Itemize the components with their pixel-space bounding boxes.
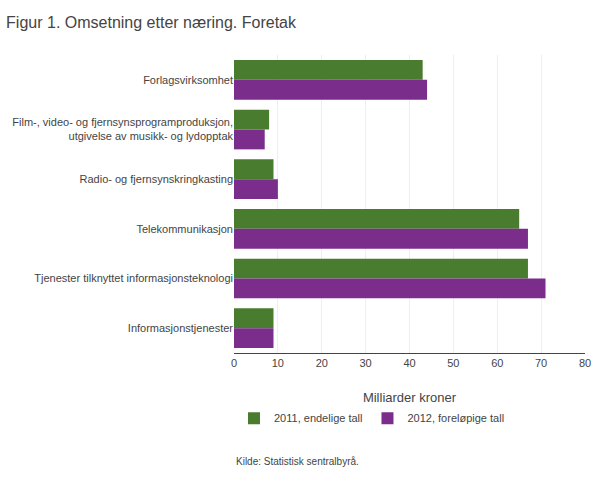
svg-text:Figur 1. Omsetning etter nærin: Figur 1. Omsetning etter næring. Foretak <box>6 14 297 31</box>
svg-text:40: 40 <box>403 357 415 369</box>
svg-text:50: 50 <box>447 357 459 369</box>
svg-text:0: 0 <box>231 357 237 369</box>
svg-text:Milliarder kroner: Milliarder kroner <box>363 390 457 405</box>
svg-text:80: 80 <box>579 357 591 369</box>
svg-text:70: 70 <box>535 357 547 369</box>
svg-text:Informasjonstjenester: Informasjonstjenester <box>128 322 233 334</box>
svg-text:10: 10 <box>272 357 284 369</box>
svg-text:Tjenester tilknyttet informasj: Tjenester tilknyttet informasjonsteknolo… <box>34 272 233 284</box>
svg-text:Forlagsvirksomhet: Forlagsvirksomhet <box>143 74 233 86</box>
svg-text:Telekommunikasjon: Telekommunikasjon <box>136 223 233 235</box>
svg-text:Kilde: Statistisk sentralbyrå.: Kilde: Statistisk sentralbyrå. <box>236 456 359 467</box>
svg-text:60: 60 <box>491 357 503 369</box>
svg-text:30: 30 <box>360 357 372 369</box>
svg-text:Film-, video- og fjernsynsprog: Film-, video- og fjernsynsprogramproduks… <box>12 116 233 142</box>
svg-text:2012, foreløpige tall: 2012, foreløpige tall <box>407 412 504 424</box>
svg-text:Radio- og fjernsynskringkastin: Radio- og fjernsynskringkasting <box>80 173 233 185</box>
svg-text:20: 20 <box>316 357 328 369</box>
svg-text:2011, endelige tall: 2011, endelige tall <box>274 412 362 424</box>
